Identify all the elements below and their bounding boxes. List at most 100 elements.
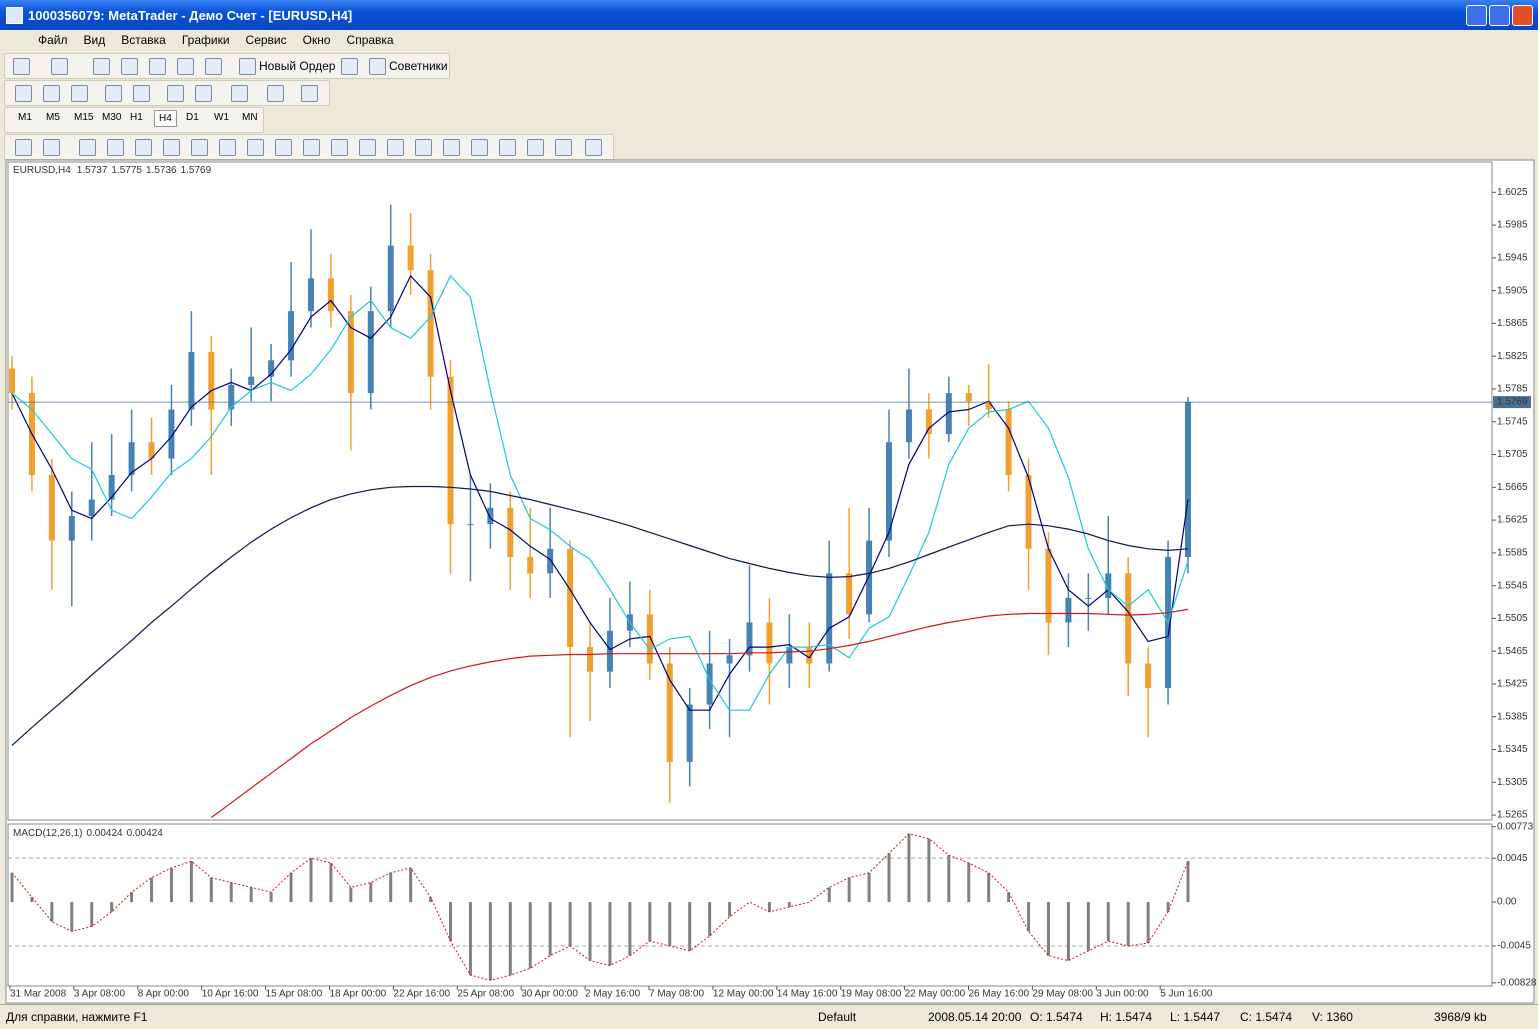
candle-body [447, 376, 454, 525]
toolbar-icon[interactable] [191, 139, 208, 156]
menu-item[interactable]: Вставка [121, 33, 166, 47]
status-field: Default [818, 1010, 857, 1024]
toolbar-icon[interactable] [303, 139, 320, 156]
symbol: EURUSD,H4 [13, 165, 71, 176]
toolbar-icon[interactable] [93, 58, 110, 75]
toolbar-icon[interactable] [107, 139, 124, 156]
x-tick-label: 7 May 08:00 [649, 989, 704, 1000]
toolbar-icon[interactable] [499, 139, 516, 156]
candle-body [68, 515, 75, 541]
toolbar-icon[interactable] [15, 85, 32, 102]
candle-body [9, 368, 15, 394]
toolbar-icon[interactable] [71, 85, 88, 102]
experts-button[interactable]: Советники [389, 59, 448, 73]
toolbar-icon[interactable] [13, 58, 30, 75]
timeframe-button[interactable]: W1 [214, 112, 229, 123]
candle-body [1065, 597, 1072, 623]
toolbar-icon[interactable] [275, 139, 292, 156]
menu-item[interactable]: Окно [302, 33, 331, 47]
toolbar-icon[interactable] [135, 139, 152, 156]
toolbar-icon[interactable] [167, 85, 184, 102]
toolbar-icon[interactable] [51, 58, 68, 75]
candle-body [985, 401, 992, 410]
maximize-button[interactable] [1489, 5, 1510, 26]
timeframe-button[interactable]: H1 [130, 112, 143, 123]
chart-header: EURUSD,H4 1.5737 1.5775 1.5736 1.5769 [13, 165, 212, 176]
candle-body [547, 548, 554, 574]
status-bar: Для справки, нажмите F1 Default 2008.05.14… [0, 1004, 1538, 1029]
y-tick-label: 1.5905 [1497, 285, 1528, 296]
toolbar-icon[interactable] [177, 58, 194, 75]
toolbar-icon[interactable] [231, 85, 248, 102]
toolbar-icon[interactable] [105, 85, 122, 102]
toolbar-icon[interactable] [555, 139, 572, 156]
toolbar-icon[interactable] [133, 85, 150, 102]
menu-item[interactable]: Сервис [245, 33, 287, 47]
candle-body [407, 245, 414, 271]
timeframe-button[interactable]: H4 [154, 110, 177, 127]
moving-average [210, 608, 1189, 818]
menu-item[interactable]: Справка [346, 33, 394, 47]
menu-item[interactable]: Графики [181, 33, 230, 47]
candle-body [208, 352, 215, 410]
timeframe-button[interactable]: D1 [186, 112, 199, 123]
candle-body [327, 278, 334, 312]
x-tick-label: 5 Jun 16:00 [1160, 989, 1213, 1000]
toolbar-icon[interactable] [163, 139, 180, 156]
toolbar-icon[interactable] [247, 139, 264, 156]
candle-body [826, 573, 833, 664]
toolbar-icon[interactable] [527, 139, 544, 156]
toolbar-icon[interactable] [121, 58, 138, 75]
toolbar-icon[interactable] [359, 139, 376, 156]
toolbar-icon[interactable] [415, 139, 432, 156]
candle-body [128, 442, 135, 476]
timeframe-button[interactable]: MN [242, 112, 258, 123]
new-order-button[interactable]: Новый Ордер [259, 59, 336, 73]
toolbar-icon[interactable] [205, 58, 222, 75]
timeframe-button[interactable]: M15 [74, 112, 94, 123]
toolbar-icon[interactable] [301, 85, 318, 102]
chart-frame [5, 159, 1535, 1004]
candle-body [806, 647, 813, 664]
x-tick-label: 29 May 08:00 [1032, 989, 1093, 1000]
toolbar-icon[interactable] [43, 85, 60, 102]
candle-body [686, 704, 693, 762]
toolbar-icon[interactable] [331, 139, 348, 156]
candle-body [1145, 663, 1152, 689]
minimize-button[interactable] [1466, 5, 1487, 26]
timeframe-button[interactable]: M1 [18, 112, 32, 123]
close-button[interactable] [1512, 5, 1533, 26]
toolbar-charts [4, 80, 330, 106]
toolbar-icon[interactable] [443, 139, 460, 156]
toolbar-icon[interactable] [267, 85, 284, 102]
y-tick-label: 1.5265 [1497, 810, 1528, 821]
x-tick-label: 26 May 16:00 [969, 989, 1030, 1000]
x-tick-label: 19 May 08:00 [841, 989, 902, 1000]
x-tick-label: 3 Jun 00:00 [1096, 989, 1149, 1000]
menu-item[interactable]: Файл [38, 33, 68, 47]
candle-body [1025, 475, 1032, 549]
toolbar-icon[interactable] [239, 58, 256, 75]
toolbar-icon[interactable] [369, 58, 386, 75]
menu-item[interactable]: Вид [83, 33, 106, 47]
timeframe-button[interactable]: M5 [46, 112, 60, 123]
candle-body [1185, 402, 1191, 557]
timeframe-button[interactable]: M30 [102, 112, 122, 123]
toolbar-icon[interactable] [15, 139, 32, 156]
macd-y-tick-label: 0.0045 [1497, 853, 1528, 864]
readout-close: 1.5769 [181, 165, 212, 176]
toolbar-icon[interactable] [219, 139, 236, 156]
candle-body [387, 245, 394, 312]
toolbar-icon[interactable] [195, 85, 212, 102]
candle-body [706, 663, 713, 705]
toolbar-icon[interactable] [149, 58, 166, 75]
x-tick-label: 3 Apr 08:00 [74, 989, 126, 1000]
toolbar-icon[interactable] [585, 139, 602, 156]
toolbar-icon[interactable] [79, 139, 96, 156]
toolbar-icon[interactable] [471, 139, 488, 156]
toolbar-icon[interactable] [43, 139, 60, 156]
toolbar-icon[interactable] [387, 139, 404, 156]
x-tick-label: 30 Apr 00:00 [521, 989, 578, 1000]
candle-body [786, 647, 793, 664]
toolbar-icon[interactable] [341, 58, 358, 75]
